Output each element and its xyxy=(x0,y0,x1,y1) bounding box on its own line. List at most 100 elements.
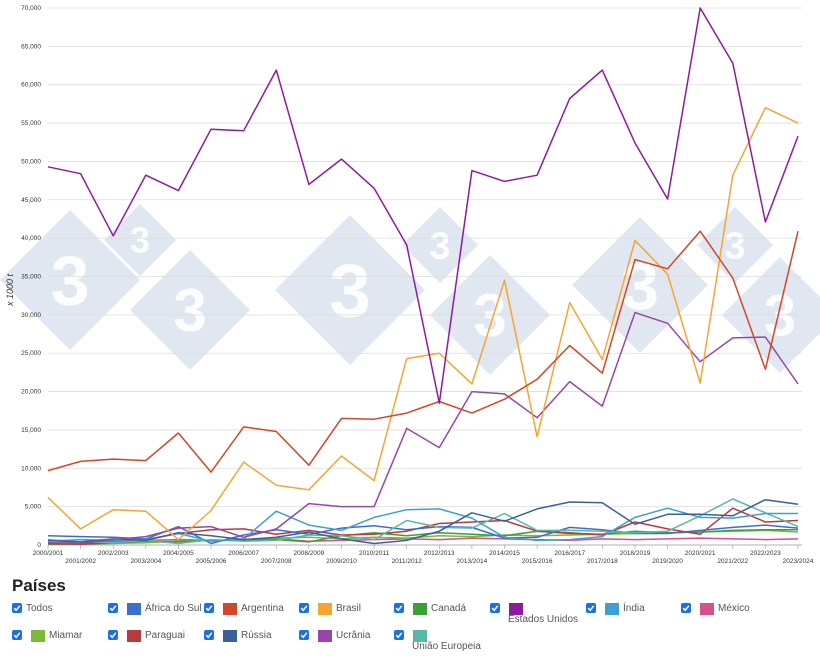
legend-swatch xyxy=(31,630,45,642)
legend-item[interactable]: Todos xyxy=(12,603,53,614)
x-tick-label: 2022/2023 xyxy=(750,550,781,557)
y-axis-label: x 1000 t xyxy=(5,273,15,307)
x-tick-label: 2006/2007 xyxy=(228,550,259,557)
legend-checkbox[interactable] xyxy=(394,630,404,640)
legend-label: Todos xyxy=(26,603,53,614)
legend-title: Países xyxy=(12,576,66,595)
x-tick-label: 2018/2019 xyxy=(620,550,651,557)
svg-text:3: 3 xyxy=(51,242,90,320)
legend-label: Ucrânia xyxy=(336,630,371,641)
svg-text:3: 3 xyxy=(724,225,745,267)
x-tick-label: 2011/2012 xyxy=(392,558,423,565)
legend-label: Canadá xyxy=(431,603,467,614)
y-tick-label: 10,000 xyxy=(21,465,41,472)
legend-checkbox[interactable] xyxy=(394,603,404,613)
watermark-diamond: 3 xyxy=(130,250,250,370)
legend-item[interactable]: Ucrânia xyxy=(299,630,370,642)
legend-swatch xyxy=(223,630,237,642)
legend-label: África do Sul xyxy=(145,603,202,614)
watermark-diamond: 3 xyxy=(275,215,425,365)
grid-lines xyxy=(48,7,802,546)
watermark-diamond: 3 xyxy=(572,217,708,353)
legend-label: Miamar xyxy=(49,630,83,641)
x-tick-label: 2001/2002 xyxy=(65,558,96,565)
legend-checkbox[interactable] xyxy=(204,630,214,640)
x-tick-label: 2008/2009 xyxy=(294,550,325,557)
y-tick-label: 20,000 xyxy=(21,389,41,396)
legend-item[interactable]: Brasil xyxy=(299,603,361,615)
legend-label: União Europeia xyxy=(412,641,481,652)
y-tick-label: 35,000 xyxy=(21,274,41,281)
legend-checkbox[interactable] xyxy=(12,603,22,613)
legend-item[interactable]: Índia xyxy=(586,603,645,615)
legend-item[interactable]: Canadá xyxy=(394,603,466,615)
y-tick-label: 30,000 xyxy=(21,312,41,319)
line-chart: 333 333 333 05,00010,00015,00020,00025,000… xyxy=(0,5,820,565)
legend-swatch xyxy=(223,603,237,615)
svg-text:3: 3 xyxy=(130,220,150,261)
y-tick-label: 25,000 xyxy=(21,350,41,357)
legend-item[interactable]: Argentina xyxy=(204,603,284,615)
x-tick-label: 2023/2024 xyxy=(783,558,814,565)
x-tick-label: 2013/2014 xyxy=(457,558,488,565)
x-tick-label: 2009/2010 xyxy=(326,558,357,565)
legend-item[interactable]: Miamar xyxy=(12,630,82,642)
x-axis-ticks: 2000/20012001/20022002/20032003/20042004… xyxy=(33,545,814,565)
series-line-estados-unidos xyxy=(47,7,799,404)
y-tick-label: 70,000 xyxy=(21,5,41,12)
watermark-logo: 333 333 333 xyxy=(0,204,820,375)
x-tick-label: 2014/2015 xyxy=(489,550,520,557)
legend-checkbox[interactable] xyxy=(299,603,309,613)
x-tick-label: 2021/2022 xyxy=(717,558,748,565)
svg-text:3: 3 xyxy=(764,283,796,348)
legend-checkbox[interactable] xyxy=(681,603,691,613)
legend-swatch xyxy=(700,603,714,615)
legend-label: Rússia xyxy=(241,630,272,641)
series-line-uni-o-europeia xyxy=(47,498,799,545)
svg-text:3: 3 xyxy=(429,225,450,267)
legend-swatch xyxy=(413,603,427,615)
y-tick-label: 5,000 xyxy=(25,504,42,511)
x-tick-label: 2012/2013 xyxy=(424,550,455,557)
x-tick-label: 2016/2017 xyxy=(554,550,585,557)
svg-text:3: 3 xyxy=(173,277,206,344)
legend-checkbox[interactable] xyxy=(204,603,214,613)
series-line-m-xico xyxy=(47,537,799,544)
y-tick-label: 65,000 xyxy=(21,43,41,50)
x-tick-label: 2017/2018 xyxy=(587,558,618,565)
legend-label: Paraguai xyxy=(145,630,186,641)
x-tick-label: 2003/2004 xyxy=(130,558,161,565)
legend-checkbox[interactable] xyxy=(108,630,118,640)
legend-checkbox[interactable] xyxy=(108,603,118,613)
legend-item[interactable]: Estados Unidos xyxy=(490,603,578,625)
legend-item[interactable]: Paraguai xyxy=(108,630,185,642)
legend-swatch xyxy=(509,603,523,615)
x-tick-label: 2005/2006 xyxy=(196,558,227,565)
legend-label: México xyxy=(718,603,750,614)
y-tick-label: 50,000 xyxy=(21,158,41,165)
x-tick-label: 2007/2008 xyxy=(261,558,292,565)
legend-label: Índia xyxy=(623,603,645,614)
legend-checkbox[interactable] xyxy=(490,603,500,613)
x-tick-label: 2010/2011 xyxy=(359,550,390,557)
watermark-diamond: 3 xyxy=(104,204,176,276)
series-line-argentina xyxy=(47,230,799,473)
y-axis-ticks: 0 5,000 10,000 15,000 20,000 25,000 30,000 35,0… xyxy=(21,5,41,549)
legend-checkbox[interactable] xyxy=(12,630,22,640)
legend-item[interactable]: União Europeia xyxy=(394,630,481,652)
series-line-ucr-nia xyxy=(47,311,799,545)
legend-swatch xyxy=(413,630,427,642)
legend-label: Estados Unidos xyxy=(508,614,579,625)
legend-item[interactable]: México xyxy=(681,603,750,615)
x-tick-label: 2000/2001 xyxy=(33,550,64,557)
watermark-diamond: 3 xyxy=(402,207,478,283)
series-line--frica-do-sul xyxy=(47,524,799,545)
legend-label: Brasil xyxy=(336,603,362,614)
x-tick-label: 2020/2021 xyxy=(685,550,716,557)
legend-item[interactable]: África do Sul xyxy=(108,603,202,615)
legend-checkbox[interactable] xyxy=(299,630,309,640)
legend-item[interactable]: Rússia xyxy=(204,630,272,642)
legend-checkbox[interactable] xyxy=(586,603,596,613)
x-tick-label: 2004/2005 xyxy=(163,550,194,557)
legend-label: Argentina xyxy=(241,603,284,614)
